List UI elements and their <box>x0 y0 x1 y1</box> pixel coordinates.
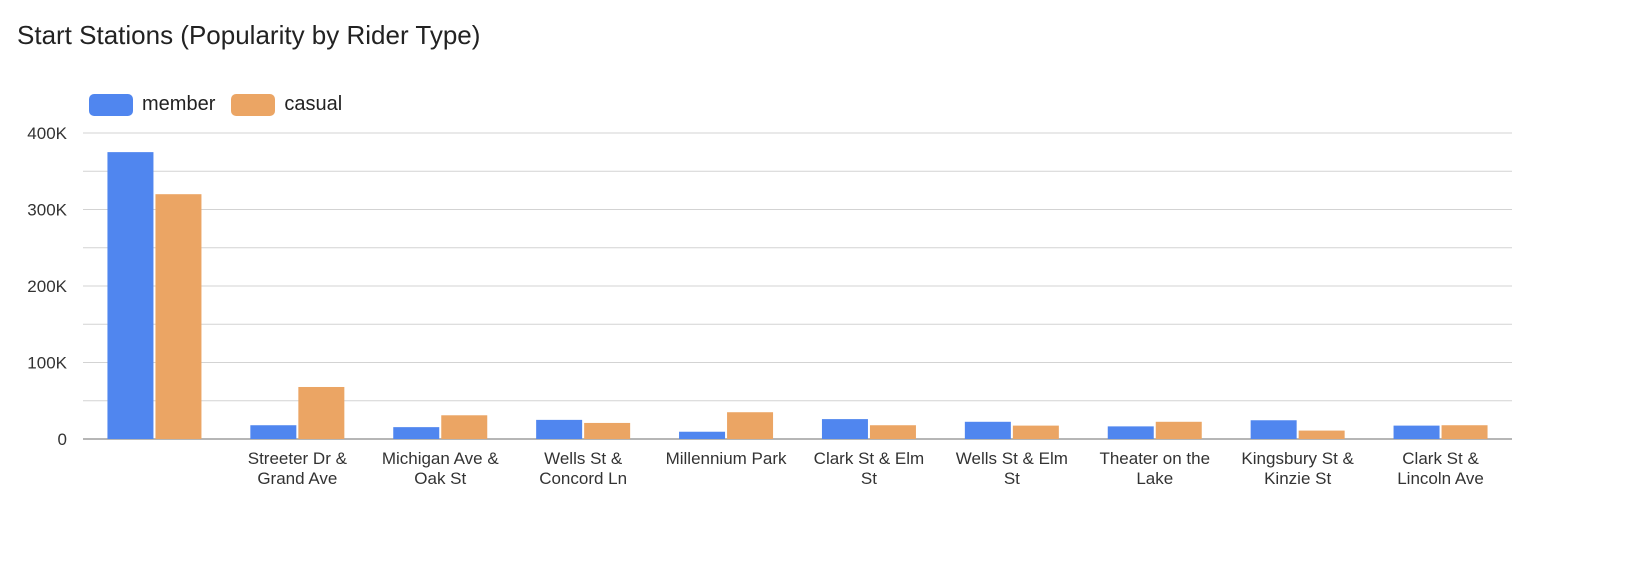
bar-casual <box>1012 425 1059 439</box>
bar-casual <box>155 194 202 439</box>
chart-title: Start Stations (Popularity by Rider Type… <box>17 20 481 50</box>
y-tick-label: 400K <box>27 124 67 143</box>
bar-member <box>536 419 583 439</box>
y-tick-label: 100K <box>27 354 67 373</box>
bar-member <box>964 421 1011 439</box>
bar-casual <box>441 415 488 439</box>
bar-casual <box>1441 425 1488 439</box>
legend-label-casual: casual <box>284 93 343 115</box>
bar-casual <box>1155 421 1202 439</box>
bar-member <box>1250 420 1297 439</box>
y-tick-label: 0 <box>58 430 67 449</box>
x-tick-label: Clark St & Elm <box>814 449 925 468</box>
x-tick-label: Wells St & <box>544 449 623 468</box>
bar-member <box>821 419 868 439</box>
bar-casual <box>869 425 916 439</box>
x-tick-label: Michigan Ave & <box>382 449 500 468</box>
bar-casual <box>584 422 631 439</box>
y-tick-label: 300K <box>27 201 67 220</box>
x-tick-label: Kinzie St <box>1264 469 1331 488</box>
x-tick-label: Grand Ave <box>257 469 337 488</box>
legend-swatch-casual <box>231 93 276 116</box>
bar-casual <box>298 386 345 439</box>
x-tick-label: Streeter Dr & <box>248 449 348 468</box>
x-tick-label: Clark St & <box>1402 449 1479 468</box>
x-tick-label: Lincoln Ave <box>1397 469 1484 488</box>
bar-casual <box>727 412 774 439</box>
x-tick-label: St <box>1004 469 1020 488</box>
x-tick-label: Kingsbury St & <box>1241 449 1354 468</box>
x-tick-label: Wells St & Elm <box>956 449 1068 468</box>
x-tick-label: Concord Ln <box>539 469 627 488</box>
bar-member <box>1107 426 1154 439</box>
legend-swatch-member <box>89 93 133 116</box>
y-tick-label: 200K <box>27 277 67 296</box>
bar-member <box>107 152 154 439</box>
bar-member <box>393 427 440 439</box>
x-tick-label: Lake <box>1136 469 1173 488</box>
x-tick-label: Theater on the <box>1099 449 1210 468</box>
bar-member <box>250 425 297 439</box>
bar-casual <box>1298 430 1345 439</box>
legend-item-casual: casual <box>231 93 342 116</box>
bar-member <box>679 431 726 439</box>
legend: member casual <box>89 93 358 116</box>
x-tick-label: Millennium Park <box>666 449 787 468</box>
legend-item-member: member <box>89 93 215 116</box>
x-tick-label: Oak St <box>414 469 466 488</box>
x-tick-label: St <box>861 469 877 488</box>
bar-member <box>1393 425 1440 439</box>
legend-label-member: member <box>142 93 216 115</box>
